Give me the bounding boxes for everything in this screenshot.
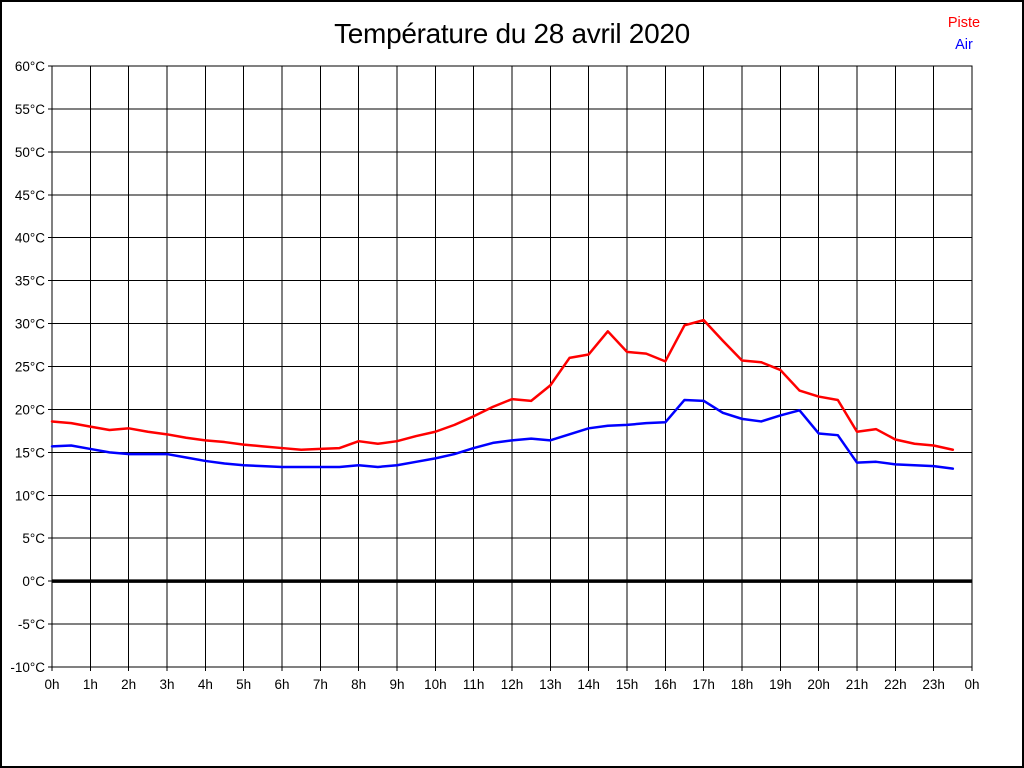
x-tick-label: 18h (731, 677, 754, 692)
legend-item-piste: Piste (947, 15, 981, 31)
y-tick-label: 20°C (15, 402, 45, 417)
x-tick-label: 22h (884, 677, 907, 692)
x-tick-label: 4h (198, 677, 213, 692)
piste-temperature-line (50, 318, 955, 452)
y-tick-label: 30°C (15, 317, 45, 332)
x-tick-label: 21h (846, 677, 869, 692)
y-tick-label: 55°C (15, 102, 45, 117)
y-tick-label: 15°C (15, 445, 45, 460)
x-tick-label: 6h (274, 677, 289, 692)
x-tick-label: 17h (692, 677, 715, 692)
x-tick-label: 11h (463, 677, 485, 692)
y-tick-label: 10°C (15, 488, 45, 503)
legend: Piste Air (930, 13, 998, 55)
air-temperature-line (50, 398, 955, 470)
x-tick-label: 12h (501, 677, 524, 692)
y-tick-label: 5°C (22, 531, 45, 546)
grid (48, 65, 973, 671)
y-tick-label: 50°C (15, 145, 45, 160)
x-tick-label: 3h (159, 677, 174, 692)
y-tick-label: -5°C (18, 617, 45, 632)
y-tick-label: 60°C (15, 59, 45, 74)
legend-item-air: Air (955, 37, 973, 53)
x-tick-label: 19h (769, 677, 792, 692)
x-tick-label: 10h (424, 677, 447, 692)
x-tick-label: 15h (616, 677, 639, 692)
y-tick-label: 45°C (15, 188, 45, 203)
plot-border (51, 65, 973, 668)
x-tick-label: 0h (964, 677, 979, 692)
x-tick-label: 1h (83, 677, 98, 692)
x-tick-label: 14h (577, 677, 600, 692)
x-tick-label: 13h (539, 677, 562, 692)
x-tick-label: 9h (389, 677, 404, 692)
y-axis-labels: 60°C 55°C 50°C 45°C 40°C 35°C 30°C 25°C 20°C 15°C… (10, 59, 45, 675)
y-tick-label: 35°C (15, 274, 45, 289)
x-tick-label: 23h (922, 677, 945, 692)
x-tick-label: 8h (351, 677, 366, 692)
x-axis-labels: 0h 1h 2h 3h 4h 5h 6h 7h 8h 9h 10h 11h 12h 13h 14h 15h 16… (44, 677, 979, 692)
x-tick-label: 0h (44, 677, 59, 692)
x-tick-label: 20h (807, 677, 830, 692)
x-tick-label: 2h (121, 677, 136, 692)
y-tick-label: 25°C (15, 360, 45, 375)
x-tick-label: 16h (654, 677, 677, 692)
y-tick-label: 0°C (22, 574, 45, 589)
x-tick-label: 7h (313, 677, 328, 692)
y-tick-label: -10°C (10, 660, 45, 675)
y-tick-label: 40°C (15, 231, 45, 246)
x-tick-label: 5h (236, 677, 251, 692)
chart-title: Température du 28 avril 2020 (334, 18, 690, 49)
